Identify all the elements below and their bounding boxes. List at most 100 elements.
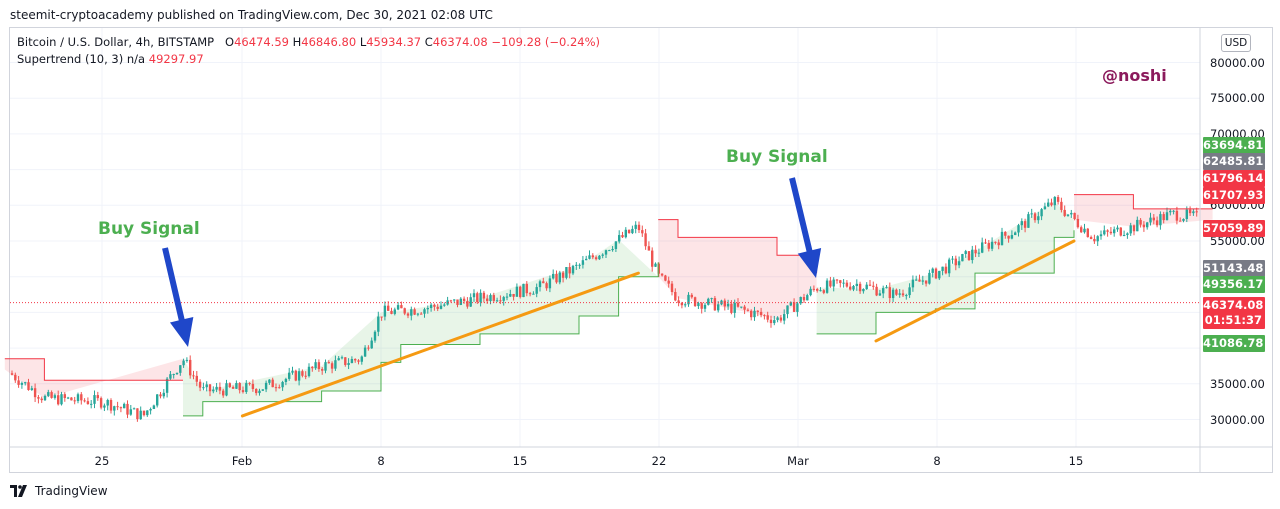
candle-body xyxy=(697,303,700,307)
candle-body xyxy=(829,280,832,287)
candle-body xyxy=(472,293,476,298)
candle-body xyxy=(730,303,733,313)
candle-body xyxy=(740,306,743,308)
candle-body xyxy=(872,285,875,287)
candle-body xyxy=(654,263,657,267)
legend-h-label: H xyxy=(292,35,302,49)
candle-body xyxy=(255,388,258,394)
candle-body xyxy=(1165,212,1169,221)
candle-body xyxy=(918,279,921,282)
time-axis-label: 22 xyxy=(651,454,667,468)
candle-body xyxy=(1179,220,1182,222)
candle-body xyxy=(1195,211,1198,213)
candle-body xyxy=(189,359,192,376)
candle-body xyxy=(1182,218,1185,221)
legend-ohlc: Bitcoin / U.S. Dollar, 4h, BITSTAMP O464… xyxy=(17,35,600,49)
candle-body xyxy=(693,297,697,307)
candle-body xyxy=(50,392,53,398)
candle-body xyxy=(307,366,311,377)
candle-body xyxy=(971,249,974,261)
candle-body xyxy=(911,279,915,288)
candle-body xyxy=(812,288,816,290)
candle-body xyxy=(598,255,601,260)
candle-body xyxy=(548,278,552,289)
legend-indicator[interactable]: Supertrend (10, 3) n/a 49297.97 xyxy=(17,52,204,66)
candle-body xyxy=(281,382,284,388)
candle-body xyxy=(680,302,684,306)
time-axis-label: 8 xyxy=(933,454,941,468)
candle-body xyxy=(568,267,571,274)
candle-body xyxy=(905,295,908,297)
candle-body xyxy=(1146,222,1149,228)
footer-brand[interactable]: TradingView xyxy=(10,484,108,498)
candle-body xyxy=(532,293,535,295)
candle-body xyxy=(76,394,80,402)
candle-body xyxy=(185,359,189,361)
candle-body xyxy=(172,374,175,376)
candle-body xyxy=(466,301,469,307)
supertrend-fill xyxy=(4,358,183,399)
candle-body xyxy=(1060,201,1063,210)
candle-body xyxy=(449,300,453,302)
candle-body xyxy=(786,305,789,315)
candle-body xyxy=(1136,219,1139,232)
candle-body xyxy=(627,229,631,234)
candle-body xyxy=(499,300,502,302)
buy-signal-label-2: Buy Signal xyxy=(726,147,828,167)
candle-body xyxy=(773,320,776,324)
candle-body xyxy=(57,395,60,405)
price-badge: 61796.14 xyxy=(1203,170,1265,187)
currency-button[interactable]: USD xyxy=(1221,34,1251,52)
candle-body xyxy=(370,340,373,349)
price-badge: 61707.93 xyxy=(1203,187,1265,204)
candle-body xyxy=(898,293,901,295)
arrow-down-icon xyxy=(789,177,822,278)
candle-body xyxy=(1109,231,1113,234)
candle-body xyxy=(278,387,281,389)
candle-body xyxy=(1047,202,1050,207)
indicator-value: 49297.97 xyxy=(148,52,204,66)
candle-body xyxy=(555,273,558,283)
candle-body xyxy=(845,282,849,287)
legend-o-label: O xyxy=(225,35,235,49)
candle-body xyxy=(212,389,215,392)
candle-body xyxy=(1020,221,1023,226)
candle-body xyxy=(1129,225,1132,234)
candle-body xyxy=(565,267,568,278)
candle-body xyxy=(406,313,410,316)
candle-body xyxy=(743,306,746,310)
candle-body xyxy=(459,298,462,305)
candle-body xyxy=(126,403,129,415)
candle-body xyxy=(195,375,198,382)
candle-body xyxy=(713,298,717,311)
candle-body xyxy=(677,300,680,303)
time-axis-label: 8 xyxy=(377,454,385,468)
candle-body xyxy=(651,250,654,267)
candle-body xyxy=(997,242,1000,246)
candle-body xyxy=(977,252,981,254)
candle-body xyxy=(984,242,987,244)
candle-body xyxy=(96,395,99,399)
candle-body xyxy=(1149,217,1152,223)
legend-c-value: 46374.08 xyxy=(432,35,488,49)
candle-body xyxy=(967,251,971,261)
supertrend-line xyxy=(816,230,1075,335)
candle-body xyxy=(291,370,294,373)
candle-body xyxy=(1188,209,1192,214)
candle-body xyxy=(835,279,839,281)
trendline xyxy=(874,239,1076,343)
candle-body xyxy=(1056,197,1060,202)
candle-body xyxy=(492,295,495,301)
candle-body xyxy=(608,250,611,252)
candle-body xyxy=(1066,214,1070,216)
candle-body xyxy=(1033,213,1037,221)
candle-body xyxy=(545,283,548,289)
candle-body xyxy=(380,316,383,318)
candle-body xyxy=(852,286,855,290)
candle-body xyxy=(1175,210,1179,221)
footer-brand-text: TradingView xyxy=(35,484,108,498)
candle-body xyxy=(479,292,482,303)
candle-body xyxy=(684,304,687,306)
candle-body xyxy=(954,258,957,266)
